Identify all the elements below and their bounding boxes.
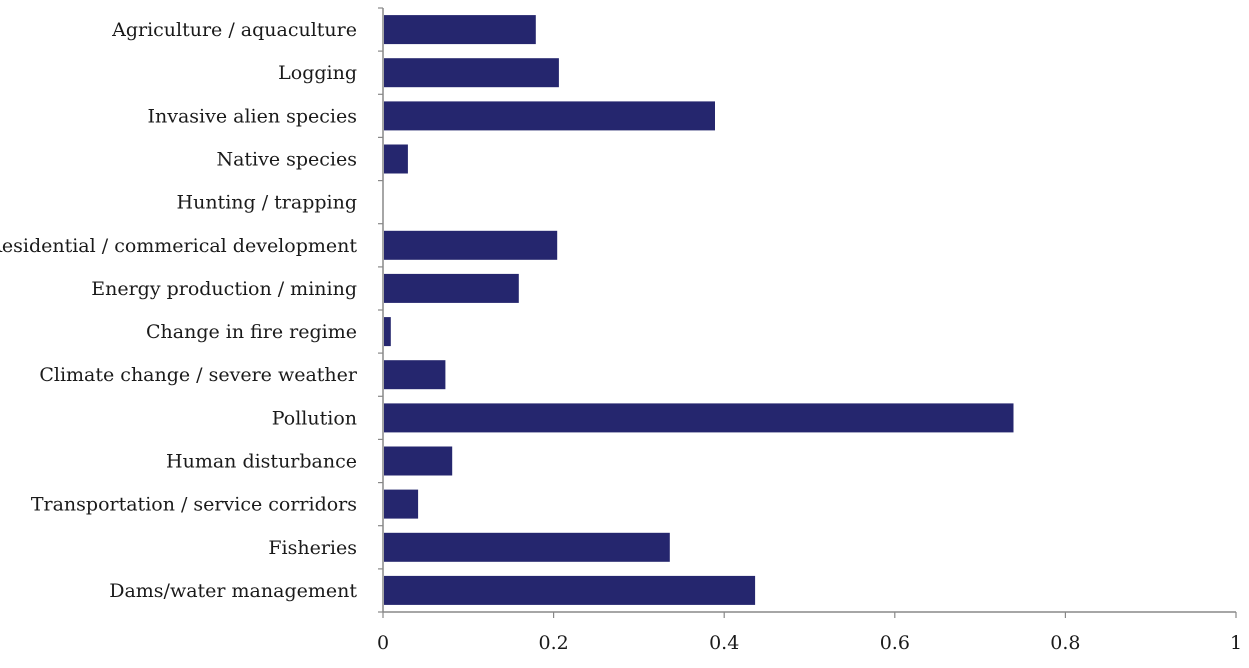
category-label: Dams/water management <box>109 580 357 602</box>
x-tick-label: 0 <box>377 632 389 654</box>
bar-residential-commerical-development <box>384 230 558 260</box>
category-label: Energy production / mining <box>91 278 357 300</box>
x-tick-label: 0.4 <box>709 632 739 654</box>
category-label: Invasive alien species <box>147 105 357 127</box>
category-label: Pollution <box>272 407 357 429</box>
category-label: Residential / commerical development <box>0 235 357 257</box>
category-label: Agriculture / aquaculture <box>111 19 357 41</box>
bars-group <box>384 15 1014 605</box>
category-label: Transportation / service corridors <box>31 494 357 516</box>
category-label: Hunting / trapping <box>177 192 357 214</box>
labels-group: Agriculture / aquaculture Logging Invasive… <box>0 19 1242 654</box>
bar-change-in-fire-regime <box>384 317 391 347</box>
x-tick-label: 0.2 <box>538 632 568 654</box>
x-tick-label: 0.8 <box>1050 632 1080 654</box>
bar-agriculture-aquaculture <box>384 15 536 45</box>
bar-logging <box>384 58 559 88</box>
x-tick-label: 1 <box>1230 632 1242 654</box>
bar-dams-water-management <box>384 575 756 605</box>
x-tick-label: 0.6 <box>880 632 910 654</box>
bar-human-disturbance <box>384 446 453 476</box>
bar-transportation-service-corridors <box>384 489 419 519</box>
bar-native-species <box>384 144 408 174</box>
bar-fisheries <box>384 532 670 562</box>
bar-climate-change-severe-weather <box>384 360 446 390</box>
category-label: Logging <box>278 62 357 84</box>
category-label: Change in fire regime <box>146 321 357 343</box>
bar-pollution <box>384 403 1014 433</box>
category-label: Climate change / severe weather <box>39 364 358 386</box>
bar-invasive-alien-species <box>384 101 715 131</box>
category-label: Human disturbance <box>166 451 357 473</box>
axes-group <box>378 7 1237 618</box>
category-label: Fisheries <box>268 537 357 559</box>
bar-energy-production-mining <box>384 273 519 303</box>
category-label: Native species <box>216 149 357 171</box>
